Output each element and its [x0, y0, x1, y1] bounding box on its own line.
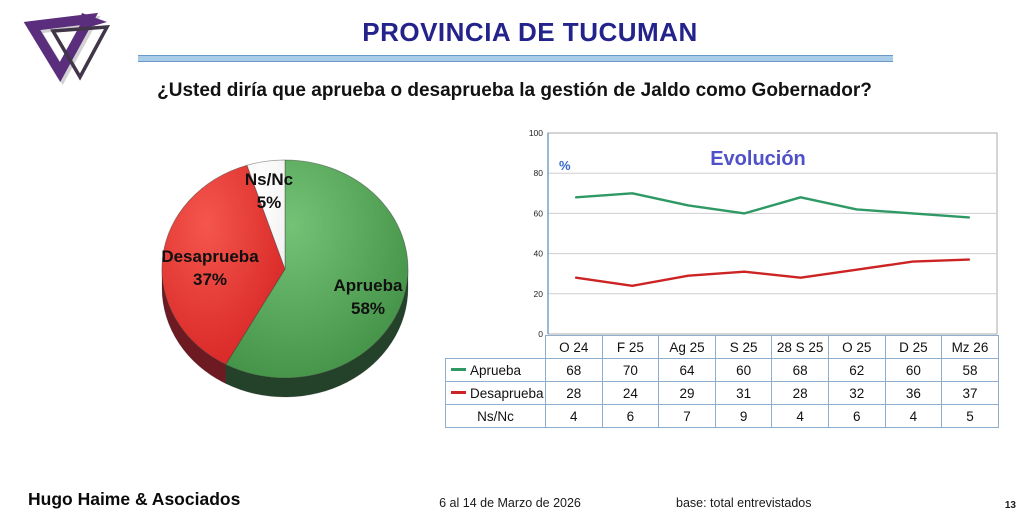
evolution-table: O 24 F 25 Ag 25 S 25 28 S 25 O 25 D 25 Mz 26 Apr… [445, 335, 999, 428]
table-cell-desaprueba-3: 31 [714, 381, 773, 405]
table-col-header-5: O 25 [827, 335, 886, 359]
legend-line-icon-aprueba [451, 368, 466, 372]
pie-label-desaprueba-value: 37% [192, 270, 228, 289]
table-cell-desaprueba-0: 28 [545, 381, 603, 405]
table-col-header-7: Mz 26 [941, 335, 999, 359]
table-header-row: O 24 F 25 Ag 25 S 25 28 S 25 O 25 D 25 Mz 26 [446, 335, 999, 359]
table-row-desaprueba: Desaprueba 28 24 29 31 28 32 36 37 [445, 381, 999, 405]
row-label-desaprueba: Desaprueba [445, 381, 546, 405]
y-axis-unit-label: % [559, 158, 571, 173]
y-tick-80: 80 [534, 168, 544, 178]
page-number: 13 [1004, 500, 1016, 511]
table-row-nsnc: Ns/Nc 4 6 7 9 4 6 4 5 [445, 404, 999, 428]
title-divider [138, 55, 893, 62]
logo-triangle-purple [23, 12, 99, 82]
legend-line-icon-desaprueba [451, 391, 466, 395]
row-label-aprueba: Aprueba [445, 358, 546, 382]
line-series-aprueba [574, 192, 971, 219]
table-cell-desaprueba-7: 37 [941, 381, 999, 405]
table-cell-aprueba-2: 64 [658, 358, 716, 382]
evolution-line-chart: 0 20 40 60 80 100 Evolución% [529, 128, 998, 338]
table-cell-aprueba-1: 70 [601, 358, 660, 382]
pie-slice-desaprueba [161, 164, 286, 365]
table-cell-desaprueba-5: 32 [827, 381, 886, 405]
logo-flag [79, 13, 107, 28]
table-cell-aprueba-7: 58 [941, 358, 999, 382]
y-tick-0: 0 [538, 329, 543, 338]
table-cell-desaprueba-4: 28 [771, 381, 829, 405]
sample-base-note: base: total entrevistados [676, 496, 812, 510]
table-col-header-3: S 25 [714, 335, 773, 359]
table-row-aprueba: Aprueba 68 70 64 60 68 62 60 58 [445, 358, 999, 382]
survey-question: ¿Usted diría que aprueba o desaprueba la… [157, 80, 872, 101]
table-cell-nsnc-2: 7 [658, 404, 716, 428]
table-cell-aprueba-4: 68 [771, 358, 829, 382]
pie-label-desaprueba: Desaprueba 37% [135, 245, 285, 291]
table-corner-blank [446, 336, 546, 359]
pie-label-nsnc-value: 5% [256, 193, 282, 212]
pie-label-nsnc-name: Ns/Nc [244, 170, 294, 189]
table-cell-desaprueba-6: 36 [884, 381, 943, 405]
table-col-header-0: O 24 [545, 335, 603, 359]
chart-title: Evolución [710, 148, 806, 170]
approval-pie-chart [161, 159, 409, 398]
series-name: Aprueba [470, 362, 522, 378]
page-title: PROVINCIA DE TUCUMAN [362, 17, 698, 47]
line-series-desaprueba [574, 258, 971, 288]
logo-triangle-outline [50, 25, 111, 81]
table-cell-nsnc-4: 4 [771, 404, 829, 428]
table-cell-aprueba-5: 62 [827, 358, 886, 382]
table-col-header-1: F 25 [601, 335, 660, 359]
y-tick-100: 100 [529, 128, 543, 138]
pie-slice-nsnc [246, 159, 286, 270]
series-name: Ns/Nc [477, 408, 514, 424]
company-logo [23, 12, 111, 85]
table-cell-nsnc-6: 4 [884, 404, 943, 428]
table-cell-nsnc-1: 6 [601, 404, 660, 428]
fieldwork-dates: 6 al 14 de Marzo de 2026 [439, 496, 581, 510]
pie-label-aprueba-name: Aprueba [333, 276, 403, 295]
table-cell-aprueba-3: 60 [714, 358, 773, 382]
series-name: Desaprueba [470, 385, 544, 401]
company-name: Hugo Haime & Asociados [28, 489, 241, 509]
pie-label-aprueba-value: 58% [350, 299, 386, 318]
table-col-header-6: D 25 [884, 335, 943, 359]
table-cell-aprueba-6: 60 [884, 358, 943, 382]
table-cell-nsnc-0: 4 [545, 404, 603, 428]
table-cell-aprueba-0: 68 [545, 358, 603, 382]
pie-label-aprueba: Aprueba 58% [293, 274, 443, 320]
table-cell-nsnc-7: 5 [941, 404, 999, 428]
table-cell-desaprueba-2: 29 [658, 381, 716, 405]
table-col-header-2: Ag 25 [658, 335, 716, 359]
plot-area [547, 132, 998, 335]
table-cell-desaprueba-1: 24 [601, 381, 660, 405]
table-col-header-4: 28 S 25 [771, 335, 829, 359]
y-tick-40: 40 [534, 249, 544, 259]
table-cell-nsnc-3: 9 [714, 404, 773, 428]
y-tick-60: 60 [534, 208, 544, 218]
row-label-nsnc: Ns/Nc [445, 404, 546, 428]
pie-slice-aprueba [225, 159, 409, 379]
y-tick-20: 20 [534, 289, 544, 299]
pie-label-nsnc: Ns/Nc 5% [194, 168, 344, 214]
table-cell-nsnc-5: 6 [827, 404, 886, 428]
pie-label-desaprueba-name: Desaprueba [161, 247, 259, 266]
